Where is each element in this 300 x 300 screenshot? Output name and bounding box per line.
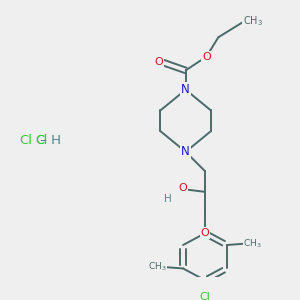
Text: CH$_3$: CH$_3$ [148,261,167,273]
Text: O: O [178,183,187,193]
Text: CH$_3$: CH$_3$ [242,14,262,28]
Text: N: N [181,83,190,96]
Text: Cl: Cl [200,292,210,300]
Text: Cl: Cl [35,134,47,147]
Text: O: O [154,57,163,67]
Text: O: O [201,228,209,238]
Text: N: N [181,145,190,158]
Text: CH$_3$: CH$_3$ [243,237,262,250]
Text: – H: – H [36,134,61,147]
Text: Cl: Cl [19,134,32,147]
Text: Cl: Cl [35,134,47,147]
Text: H: H [164,194,172,204]
Text: O: O [202,52,211,61]
